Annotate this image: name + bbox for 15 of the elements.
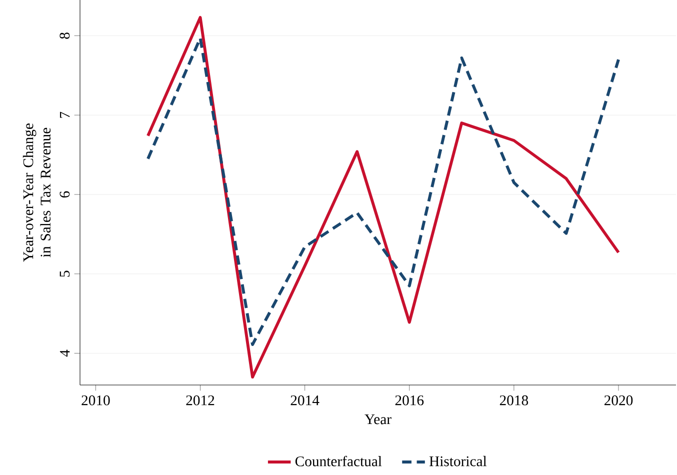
- y-tick-label: 6: [60, 191, 70, 198]
- x-axis-title: Year: [364, 414, 392, 424]
- legend-label: Historical: [429, 456, 487, 466]
- y-axis-title: Year-over-Year Change in Sales Tax Revenue: [22, 124, 51, 262]
- y-tick-label: 7: [60, 112, 70, 118]
- y-tick-label: 5: [60, 270, 70, 277]
- legend-label: Counterfactual: [295, 456, 382, 466]
- x-tick-label: 2012: [186, 395, 214, 406]
- x-tick-label: 2018: [500, 395, 528, 406]
- x-tick-label: 2016: [395, 395, 424, 406]
- y-tick-label: 4: [60, 350, 70, 357]
- y-tick-label: 8: [60, 32, 70, 39]
- x-tick-label: 2014: [290, 395, 320, 406]
- x-tick-label: 2010: [82, 395, 110, 406]
- x-tick-label: 2020: [604, 395, 633, 406]
